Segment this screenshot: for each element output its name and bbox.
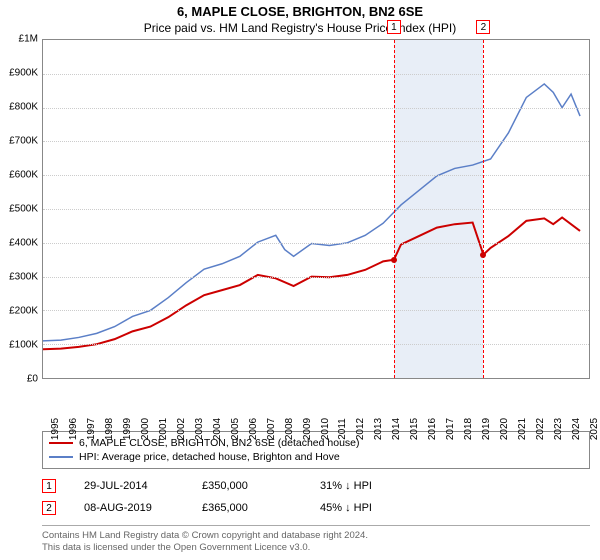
x-axis-label: 2025: [585, 418, 600, 440]
x-axis-label: 2002: [172, 418, 187, 440]
x-axis-label: 2000: [136, 418, 151, 440]
x-axis-label: 2001: [154, 418, 169, 440]
x-axis-label: 2017: [441, 418, 456, 440]
x-axis-label: 2015: [405, 418, 420, 440]
sale-number-box: 1: [42, 479, 56, 493]
x-axis-label: 2018: [459, 418, 474, 440]
y-axis-label: £800K: [9, 102, 42, 113]
series-hpi: [43, 84, 580, 341]
legend-swatch: [49, 442, 73, 444]
x-axis-label: 2009: [298, 418, 313, 440]
x-axis-label: 2014: [387, 418, 402, 440]
sale-date: 08-AUG-2019: [84, 502, 174, 514]
footer-line-1: Contains HM Land Registry data © Crown c…: [42, 530, 590, 542]
x-axis-label: 1996: [64, 418, 79, 440]
x-axis-label: 2024: [567, 418, 582, 440]
x-axis-label: 2007: [262, 418, 277, 440]
x-axis-label: 2013: [369, 418, 384, 440]
x-axis-label: 2008: [280, 418, 295, 440]
sale-vline: [394, 40, 395, 378]
x-axis-label: 1998: [100, 418, 115, 440]
y-axis-label: £300K: [9, 272, 42, 283]
chart-subtitle: Price paid vs. HM Land Registry's House …: [0, 19, 600, 39]
x-axis-label: 2006: [244, 418, 259, 440]
gridline: [43, 310, 589, 311]
gridline: [43, 141, 589, 142]
gridline: [43, 108, 589, 109]
sale-number-box: 2: [42, 501, 56, 515]
y-axis-label: £100K: [9, 340, 42, 351]
gridline: [43, 277, 589, 278]
sale-marker-box: 2: [476, 20, 490, 34]
chart-footer: Contains HM Land Registry data © Crown c…: [42, 525, 590, 555]
y-axis-label: £900K: [9, 68, 42, 79]
sales-table: 1 29-JUL-2014 £350,000 31% ↓ HPI 2 08-AUG-201…: [42, 475, 590, 519]
footer-line-2: This data is licensed under the Open Gov…: [42, 542, 590, 554]
x-axis-label: 2019: [477, 418, 492, 440]
gridline: [43, 175, 589, 176]
legend-label: HPI: Average price, detached house, Brig…: [79, 451, 340, 463]
y-axis-label: £700K: [9, 136, 42, 147]
y-axis-label: £1M: [19, 34, 42, 45]
x-axis-label: 2003: [190, 418, 205, 440]
sale-date: 29-JUL-2014: [84, 480, 174, 492]
sale-dot: [480, 252, 486, 258]
chart-title: 6, MAPLE CLOSE, BRIGHTON, BN2 6SE: [0, 0, 600, 19]
y-axis-label: £600K: [9, 170, 42, 181]
sale-price: £350,000: [202, 480, 292, 492]
sale-vline: [483, 40, 484, 378]
sale-row: 2 08-AUG-2019 £365,000 45% ↓ HPI: [42, 497, 590, 519]
sale-dot: [391, 257, 397, 263]
x-axis-label: 2020: [495, 418, 510, 440]
x-axis-label: 2005: [226, 418, 241, 440]
legend-item: HPI: Average price, detached house, Brig…: [49, 450, 583, 464]
gridline: [43, 344, 589, 345]
series-price_paid: [43, 217, 580, 349]
sale-delta: 45% ↓ HPI: [320, 502, 410, 514]
y-axis-label: £200K: [9, 306, 42, 317]
x-axis-label: 2021: [513, 418, 528, 440]
x-axis-label: 2022: [531, 418, 546, 440]
y-axis-label: £400K: [9, 238, 42, 249]
x-axis-label: 2016: [423, 418, 438, 440]
x-axis-label: 2011: [333, 418, 348, 440]
sale-marker-box: 1: [387, 20, 401, 34]
x-axis-label: 2023: [549, 418, 564, 440]
sale-row: 1 29-JUL-2014 £350,000 31% ↓ HPI: [42, 475, 590, 497]
gridline: [43, 74, 589, 75]
gridline: [43, 243, 589, 244]
y-axis-label: £500K: [9, 204, 42, 215]
x-axis-label: 1999: [118, 418, 133, 440]
sale-price: £365,000: [202, 502, 292, 514]
x-axis-label: 1997: [82, 418, 97, 440]
x-axis-label: 2012: [351, 418, 366, 440]
x-axis-label: 2010: [316, 418, 331, 440]
gridline: [43, 209, 589, 210]
legend-swatch: [49, 456, 73, 458]
sale-delta: 31% ↓ HPI: [320, 480, 410, 492]
chart-plot-area: 12 1995199619971998199920002001200220032…: [42, 39, 590, 379]
x-axis-label: 2004: [208, 418, 223, 440]
y-axis-label: £0: [27, 374, 42, 385]
x-axis-label: 1995: [46, 418, 61, 440]
